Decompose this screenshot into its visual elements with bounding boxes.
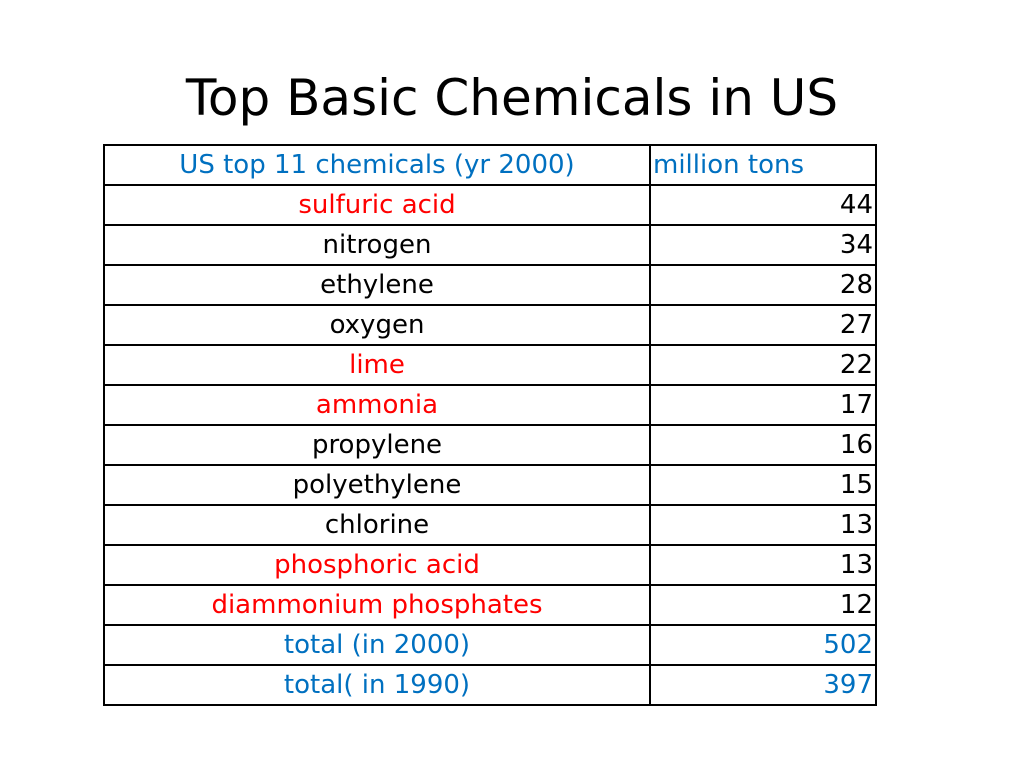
chemical-name-cell: phosphoric acid [103,544,651,586]
chemical-value-cell: 17 [649,384,877,426]
table-row: oxygen 27 [103,304,877,346]
table-row: nitrogen 34 [103,224,877,266]
table-row: propylene 16 [103,424,877,466]
table-row: ethylene 28 [103,264,877,306]
chemical-name-cell: chlorine [103,504,651,546]
chemical-name-cell: propylene [103,424,651,466]
page-title: Top Basic Chemicals in US [185,69,839,127]
table-header-row: US top 11 chemicals (yr 2000) million to… [103,144,877,186]
table-row: phosphoric acid 13 [103,544,877,586]
total-value-cell: 397 [649,664,877,706]
chemical-value-cell: 13 [649,544,877,586]
chemical-value-cell: 34 [649,224,877,266]
chemical-value-cell: 28 [649,264,877,306]
chemical-value-cell: 27 [649,304,877,346]
total-value-cell: 502 [649,624,877,666]
table-row: polyethylene 15 [103,464,877,506]
total-row-2000: total (in 2000) 502 [103,624,877,666]
chemical-value-cell: 44 [649,184,877,226]
table-row: lime 22 [103,344,877,386]
chemical-name-cell: ethylene [103,264,651,306]
chemical-name-cell: oxygen [103,304,651,346]
column-header-million-tons: million tons [649,144,877,186]
column-header-chemical: US top 11 chemicals (yr 2000) [103,144,651,186]
chemical-name-cell: lime [103,344,651,386]
chemical-value-cell: 15 [649,464,877,506]
total-label-cell: total( in 1990) [103,664,651,706]
chemical-name-cell: ammonia [103,384,651,426]
chemical-value-cell: 13 [649,504,877,546]
chemical-value-cell: 16 [649,424,877,466]
chemical-name-cell: diammonium phosphates [103,584,651,626]
chemicals-table: US top 11 chemicals (yr 2000) million to… [103,144,877,706]
chemical-name-cell: sulfuric acid [103,184,651,226]
table-row: sulfuric acid 44 [103,184,877,226]
total-label-cell: total (in 2000) [103,624,651,666]
chemical-value-cell: 22 [649,344,877,386]
chemical-value-cell: 12 [649,584,877,626]
chemical-name-cell: polyethylene [103,464,651,506]
table-row: diammonium phosphates 12 [103,584,877,626]
table-row: ammonia 17 [103,384,877,426]
table-row: chlorine 13 [103,504,877,546]
chemical-name-cell: nitrogen [103,224,651,266]
total-row-1990: total( in 1990) 397 [103,664,877,706]
